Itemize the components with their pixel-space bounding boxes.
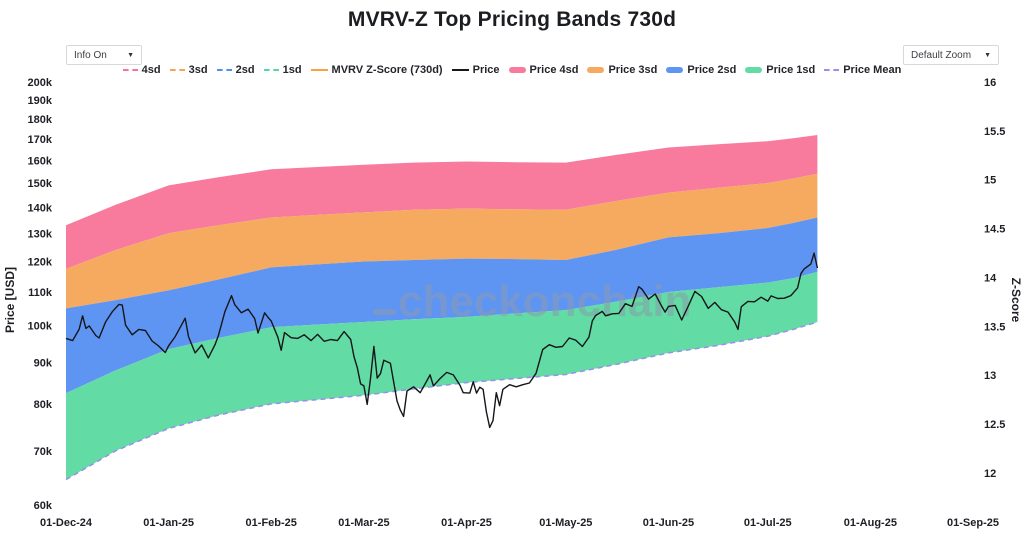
zscore-axis-tick: 16 <box>984 77 996 89</box>
zscore-axis-tick: 13 <box>984 370 996 382</box>
price-axis-tick: 120k <box>28 256 53 268</box>
legend-label: Price 4sd <box>529 64 579 76</box>
legend-swatch-icon <box>310 68 328 72</box>
price-band-4sd <box>66 135 818 269</box>
price-axis-title: Price [USD] <box>3 267 17 333</box>
legend-swatch-icon <box>122 69 138 71</box>
zscore-axis-tick: 13.5 <box>984 321 1005 333</box>
date-axis-tick: 01-Sep-25 <box>947 517 999 529</box>
date-axis-tick: 01-May-25 <box>539 517 592 529</box>
legend-item-3sd[interactable]: 3sd <box>169 64 208 76</box>
legend-item-price-4sd[interactable]: Price 4sd <box>508 64 579 76</box>
price-axis-tick: 140k <box>28 202 53 214</box>
price-axis-tick: 150k <box>28 178 53 190</box>
price-axis-tick: 190k <box>28 95 53 107</box>
price-band-3sd <box>66 173 818 309</box>
legend-swatch-icon <box>263 69 279 71</box>
legend-swatch-icon <box>216 69 232 71</box>
zscore-axis-tick: 14 <box>984 272 997 284</box>
zscore-axis-tick: 15.5 <box>984 126 1005 138</box>
info-on-label: Info On <box>74 49 107 61</box>
price-band-1sd <box>66 271 818 480</box>
legend-swatch-icon <box>451 68 469 72</box>
zscore-axis-title: Z-Score <box>1009 278 1023 323</box>
price-axis-tick: 180k <box>28 114 53 126</box>
zscore-axis-tick: 12 <box>984 468 996 480</box>
date-axis-tick: 01-Jan-25 <box>143 517 194 529</box>
default-zoom-label: Default Zoom <box>911 49 972 61</box>
legend-item-2sd[interactable]: 2sd <box>216 64 255 76</box>
legend-item-4sd[interactable]: 4sd <box>122 64 161 76</box>
price-axis-tick: 110k <box>28 287 53 299</box>
zscore-axis-tick: 15 <box>984 175 996 187</box>
chart-title: MVRV-Z Top Pricing Bands 730d <box>347 8 677 31</box>
legend-swatch-icon <box>666 67 684 73</box>
caret-down-icon: ▼ <box>127 51 134 59</box>
date-axis-tick: 01-Aug-25 <box>844 517 897 529</box>
legend-label: 3sd <box>188 64 208 76</box>
legend-label: Price <box>472 64 500 76</box>
price-axis-tick: 90k <box>34 358 53 370</box>
zscore-axis-tick: 12.5 <box>984 419 1005 431</box>
date-axis-tick: 01-Apr-25 <box>441 517 492 529</box>
legend-item-price-3sd[interactable]: Price 3sd <box>587 64 657 76</box>
legend-label: Price 3sd <box>608 64 658 76</box>
legend-item-price-2sd[interactable]: Price 2sd <box>666 64 736 76</box>
legend-label: 2sd <box>235 64 255 76</box>
watermark-text: checkonchain <box>398 277 691 326</box>
legend-swatch-icon <box>745 67 763 73</box>
legend-label: Price 1sd <box>766 64 816 76</box>
price-axis-tick: 100k <box>28 321 53 333</box>
legend-swatch-icon <box>824 69 840 71</box>
legend-swatch-icon <box>169 69 185 71</box>
legend-label: 4sd <box>141 64 161 76</box>
zscore-axis-tick: 14.5 <box>984 224 1005 236</box>
date-axis-tick: 01-Mar-25 <box>338 517 389 529</box>
price-line <box>65 252 819 429</box>
price-axis-tick: 80k <box>34 399 53 411</box>
watermark-logo <box>373 309 396 315</box>
date-axis-tick: 01-Jul-25 <box>744 517 792 529</box>
legend-label: MVRV Z-Score (730d) <box>331 64 443 76</box>
legend: 4sd 3sd 2sd 1sd MVRV Z-Score (730d) Price Pric… <box>0 64 1024 76</box>
price-axis-tick: 60k <box>34 500 53 512</box>
legend-label: Price 2sd <box>687 64 737 76</box>
price-axis-tick: 200k <box>28 77 53 89</box>
date-axis-tick: 01-Feb-25 <box>246 517 297 529</box>
legend-item-price[interactable]: Price <box>451 64 500 76</box>
legend-item-price-mean[interactable]: Price Mean <box>824 64 901 76</box>
legend-item-mvrv-z-score-730d[interactable]: MVRV Z-Score (730d) <box>310 64 443 76</box>
caret-down-icon: ▼ <box>984 51 991 59</box>
legend-item-1sd[interactable]: 1sd <box>263 64 302 76</box>
date-axis-tick: 01-Dec-24 <box>40 517 93 529</box>
legend-label: Price Mean <box>843 64 902 76</box>
price-band-2sd <box>66 217 818 394</box>
legend-swatch-icon <box>587 67 605 73</box>
legend-item-price-1sd[interactable]: Price 1sd <box>745 64 815 76</box>
price-axis-tick: 160k <box>28 155 53 167</box>
price-mean-line <box>65 321 818 481</box>
price-axis-tick: 170k <box>28 134 53 146</box>
date-axis-tick: 01-Jun-25 <box>643 517 694 529</box>
price-axis-tick: 70k <box>34 446 53 458</box>
price-axis-tick: 130k <box>28 228 53 240</box>
legend-label: 1sd <box>282 64 302 76</box>
default-zoom-dropdown[interactable]: Default Zoom ▼ <box>903 45 999 65</box>
info-on-dropdown[interactable]: Info On ▼ <box>66 45 142 65</box>
legend-swatch-icon <box>508 67 526 73</box>
